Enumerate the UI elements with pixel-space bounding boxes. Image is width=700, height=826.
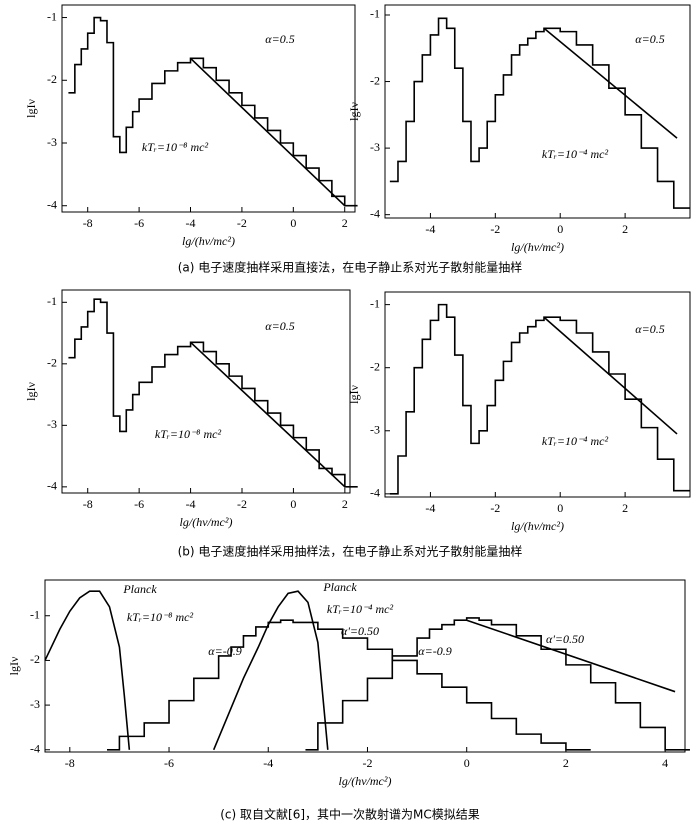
- histogram: [68, 298, 358, 488]
- y-tick-label: -4: [47, 479, 57, 493]
- curve: [189, 57, 346, 207]
- annotation: α'=0.50: [546, 632, 584, 646]
- x-tick-label: -8: [83, 216, 93, 230]
- x-axis-label: lg/(hν/mc²): [511, 240, 564, 254]
- x-axis-label: lg/(hν/mc²): [182, 234, 235, 248]
- annotation: Planck: [322, 580, 357, 594]
- x-tick-label: 2: [622, 222, 628, 236]
- plot-frame: [44, 579, 686, 753]
- histogram: [68, 16, 358, 207]
- curve: [44, 590, 131, 750]
- y-axis-label: lgIν: [24, 99, 38, 118]
- x-tick-label: -2: [490, 501, 500, 515]
- y-tick-label: -2: [370, 73, 380, 87]
- y-axis-label: lgIν: [347, 102, 361, 121]
- caption: (a) 电子速度抽样采用直接法，在电子静止系对光子散射能量抽样: [178, 260, 523, 275]
- y-tick-label: -3: [370, 423, 380, 437]
- x-tick-label: 2: [342, 497, 348, 511]
- x-tick-label: -4: [425, 222, 435, 236]
- plot-frame: [61, 289, 351, 494]
- x-tick-label: -2: [362, 756, 372, 770]
- histogram: [107, 619, 591, 751]
- y-tick-label: -2: [47, 356, 57, 370]
- x-tick-label: -8: [65, 756, 75, 770]
- annotation: kTᵣ=10⁻⁴ mc²: [542, 147, 609, 161]
- x-tick-label: -4: [425, 501, 435, 515]
- annotation: α=0.5: [635, 322, 664, 336]
- annotation: Planck: [122, 582, 157, 596]
- x-axis-label: lg/(hν/mc²): [180, 515, 233, 529]
- x-axis-label: lg/(hν/mc²): [339, 774, 392, 788]
- y-tick-label: -2: [370, 359, 380, 373]
- plot-frame: [384, 291, 691, 498]
- annotation: α=0.5: [635, 32, 664, 46]
- y-axis-label: lgIν: [24, 382, 38, 401]
- x-tick-label: -2: [490, 222, 500, 236]
- caption: (c) 取自文献[6]，其中一次散射谱为MC模拟结果: [220, 807, 480, 822]
- curve: [543, 27, 678, 139]
- curve: [466, 619, 676, 693]
- y-tick-label: -3: [47, 417, 57, 431]
- x-axis-label: lg/(hν/mc²): [511, 519, 564, 533]
- plot-frame: [61, 4, 356, 213]
- histogram: [389, 17, 690, 209]
- x-tick-label: -6: [134, 216, 144, 230]
- x-tick-label: -2: [237, 216, 247, 230]
- caption: (b) 电子速度抽样采用抽样法，在电子静止系对光子散射能量抽样: [178, 544, 523, 559]
- curve: [543, 316, 678, 435]
- x-tick-label: 0: [290, 216, 296, 230]
- y-tick-label: -1: [370, 7, 380, 21]
- annotation: α=-0.9: [208, 644, 241, 658]
- x-tick-label: 2: [342, 216, 348, 230]
- y-tick-label: -1: [370, 296, 380, 310]
- x-tick-label: 0: [557, 222, 563, 236]
- y-tick-label: -3: [47, 135, 57, 149]
- annotation: kTᵣ=10⁻⁸ mc²: [127, 610, 194, 624]
- histogram: [305, 617, 690, 751]
- y-tick-label: -4: [370, 486, 380, 500]
- annotation: α=0.5: [265, 319, 294, 333]
- x-tick-label: -8: [83, 497, 93, 511]
- y-tick-label: -3: [30, 697, 40, 711]
- annotation: α'=0.50: [341, 624, 379, 638]
- x-tick-label: 2: [563, 756, 569, 770]
- y-tick-label: -2: [47, 72, 57, 86]
- annotation: kTᵣ=10⁻⁸ mc²: [142, 140, 209, 154]
- y-tick-label: -3: [370, 140, 380, 154]
- x-tick-label: -6: [164, 756, 174, 770]
- annotation: kTᵣ=10⁻⁸ mc²: [155, 427, 222, 441]
- x-tick-label: 0: [557, 501, 563, 515]
- y-tick-label: -1: [47, 9, 57, 23]
- annotation: α=-0.9: [418, 644, 451, 658]
- annotation: kTᵣ=10⁻⁴ mc²: [327, 602, 394, 616]
- y-tick-label: -1: [47, 294, 57, 308]
- x-tick-label: -2: [237, 497, 247, 511]
- x-tick-label: -4: [186, 216, 196, 230]
- y-tick-label: -4: [47, 197, 57, 211]
- y-axis-label: lgIν: [347, 385, 361, 404]
- curve: [212, 590, 329, 751]
- y-tick-label: -4: [370, 206, 380, 220]
- curve: [190, 341, 346, 488]
- y-tick-label: -4: [30, 742, 40, 756]
- histogram: [389, 303, 690, 495]
- y-axis-label: lgIν: [7, 656, 21, 675]
- x-tick-label: 0: [290, 497, 296, 511]
- x-tick-label: 2: [622, 501, 628, 515]
- x-tick-label: -6: [134, 497, 144, 511]
- x-tick-label: 4: [662, 756, 668, 770]
- x-tick-label: -4: [186, 497, 196, 511]
- plot-frame: [384, 4, 691, 219]
- annotation: α=0.5: [265, 32, 294, 46]
- x-tick-label: -4: [263, 756, 273, 770]
- y-tick-label: -2: [30, 652, 40, 666]
- x-tick-label: 0: [464, 756, 470, 770]
- y-tick-label: -1: [30, 607, 40, 621]
- annotation: kTᵣ=10⁻⁴ mc²: [542, 434, 609, 448]
